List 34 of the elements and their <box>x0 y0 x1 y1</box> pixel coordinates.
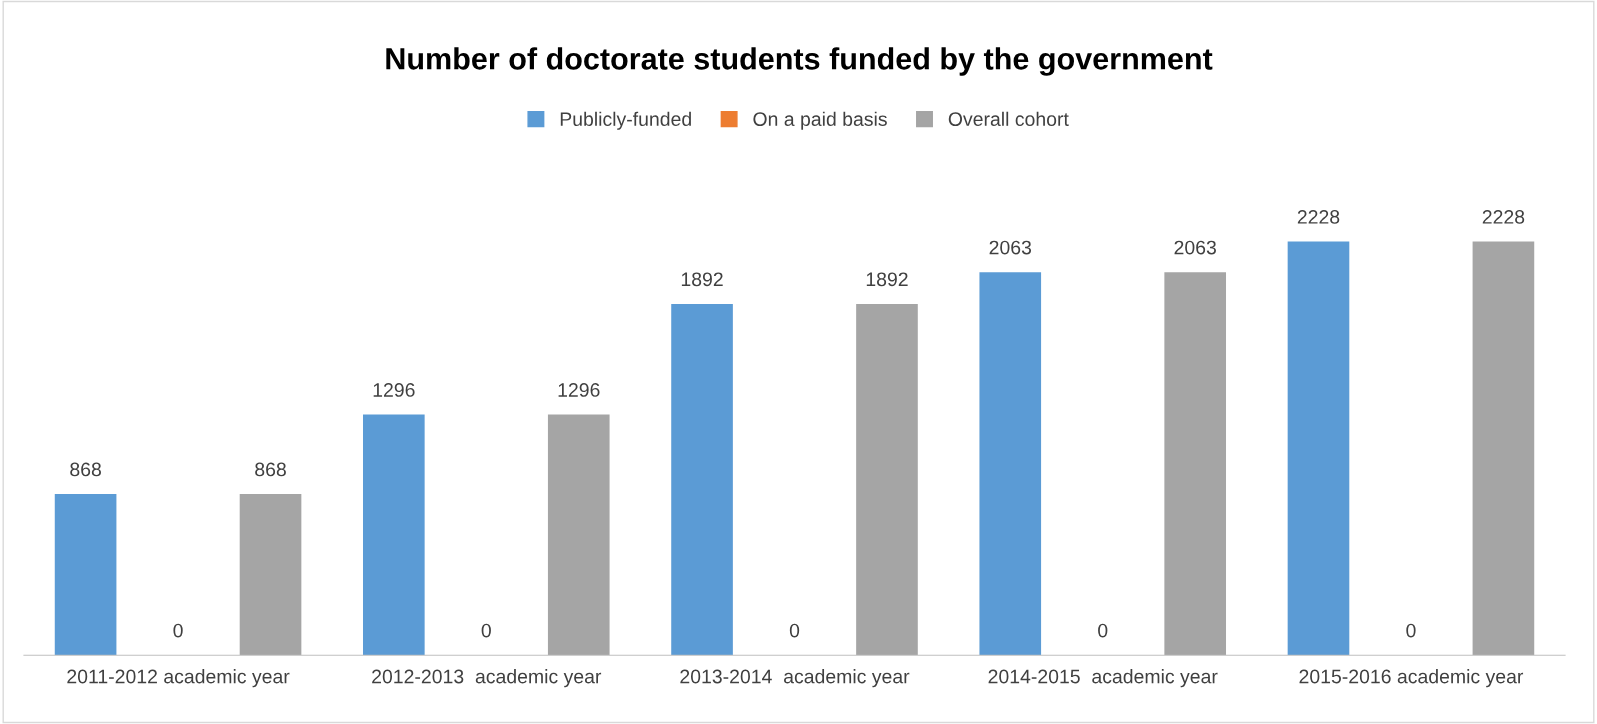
legend-label: Overall cohort <box>948 111 1069 127</box>
bar <box>239 494 302 656</box>
data-label: 1296 <box>373 383 415 397</box>
x-tick-label: 2013-2014 academic year <box>680 669 910 688</box>
bar <box>1164 272 1227 656</box>
chart-title: Number of doctorate students funded by the government <box>386 47 1213 76</box>
data-label: 0 <box>789 623 800 638</box>
bar <box>1287 241 1350 656</box>
data-label: 2228 <box>1482 210 1525 224</box>
data-label: 868 <box>70 462 101 477</box>
bar <box>547 414 610 656</box>
data-label: 2063 <box>1174 240 1216 255</box>
bar <box>856 303 918 656</box>
data-label: 0 <box>1098 623 1108 638</box>
data-label: 868 <box>255 462 286 477</box>
data-label: 0 <box>1406 623 1416 638</box>
bar <box>54 494 117 656</box>
x-tick-label: 2015-2016 academic year <box>1299 669 1524 688</box>
bar <box>1472 241 1535 656</box>
x-tick-label: 2014-2015 academic year <box>988 669 1218 688</box>
x-tick-label: 2011-2012 academic year <box>67 669 290 688</box>
data-label: 2228 <box>1297 210 1340 224</box>
bar <box>979 272 1042 656</box>
legend-label: On a paid basis <box>753 111 887 130</box>
legend-label: Publicly-funded <box>560 111 691 130</box>
data-label: 1892 <box>866 272 908 287</box>
x-tick-label: 2012-2013 academic year <box>372 669 602 688</box>
bar <box>363 414 425 656</box>
data-label: 2063 <box>989 240 1032 255</box>
bar <box>671 303 733 656</box>
data-label: 0 <box>481 623 491 638</box>
data-label: 1892 <box>681 272 723 287</box>
data-label: 0 <box>173 623 183 638</box>
data-label: 1296 <box>558 383 600 397</box>
